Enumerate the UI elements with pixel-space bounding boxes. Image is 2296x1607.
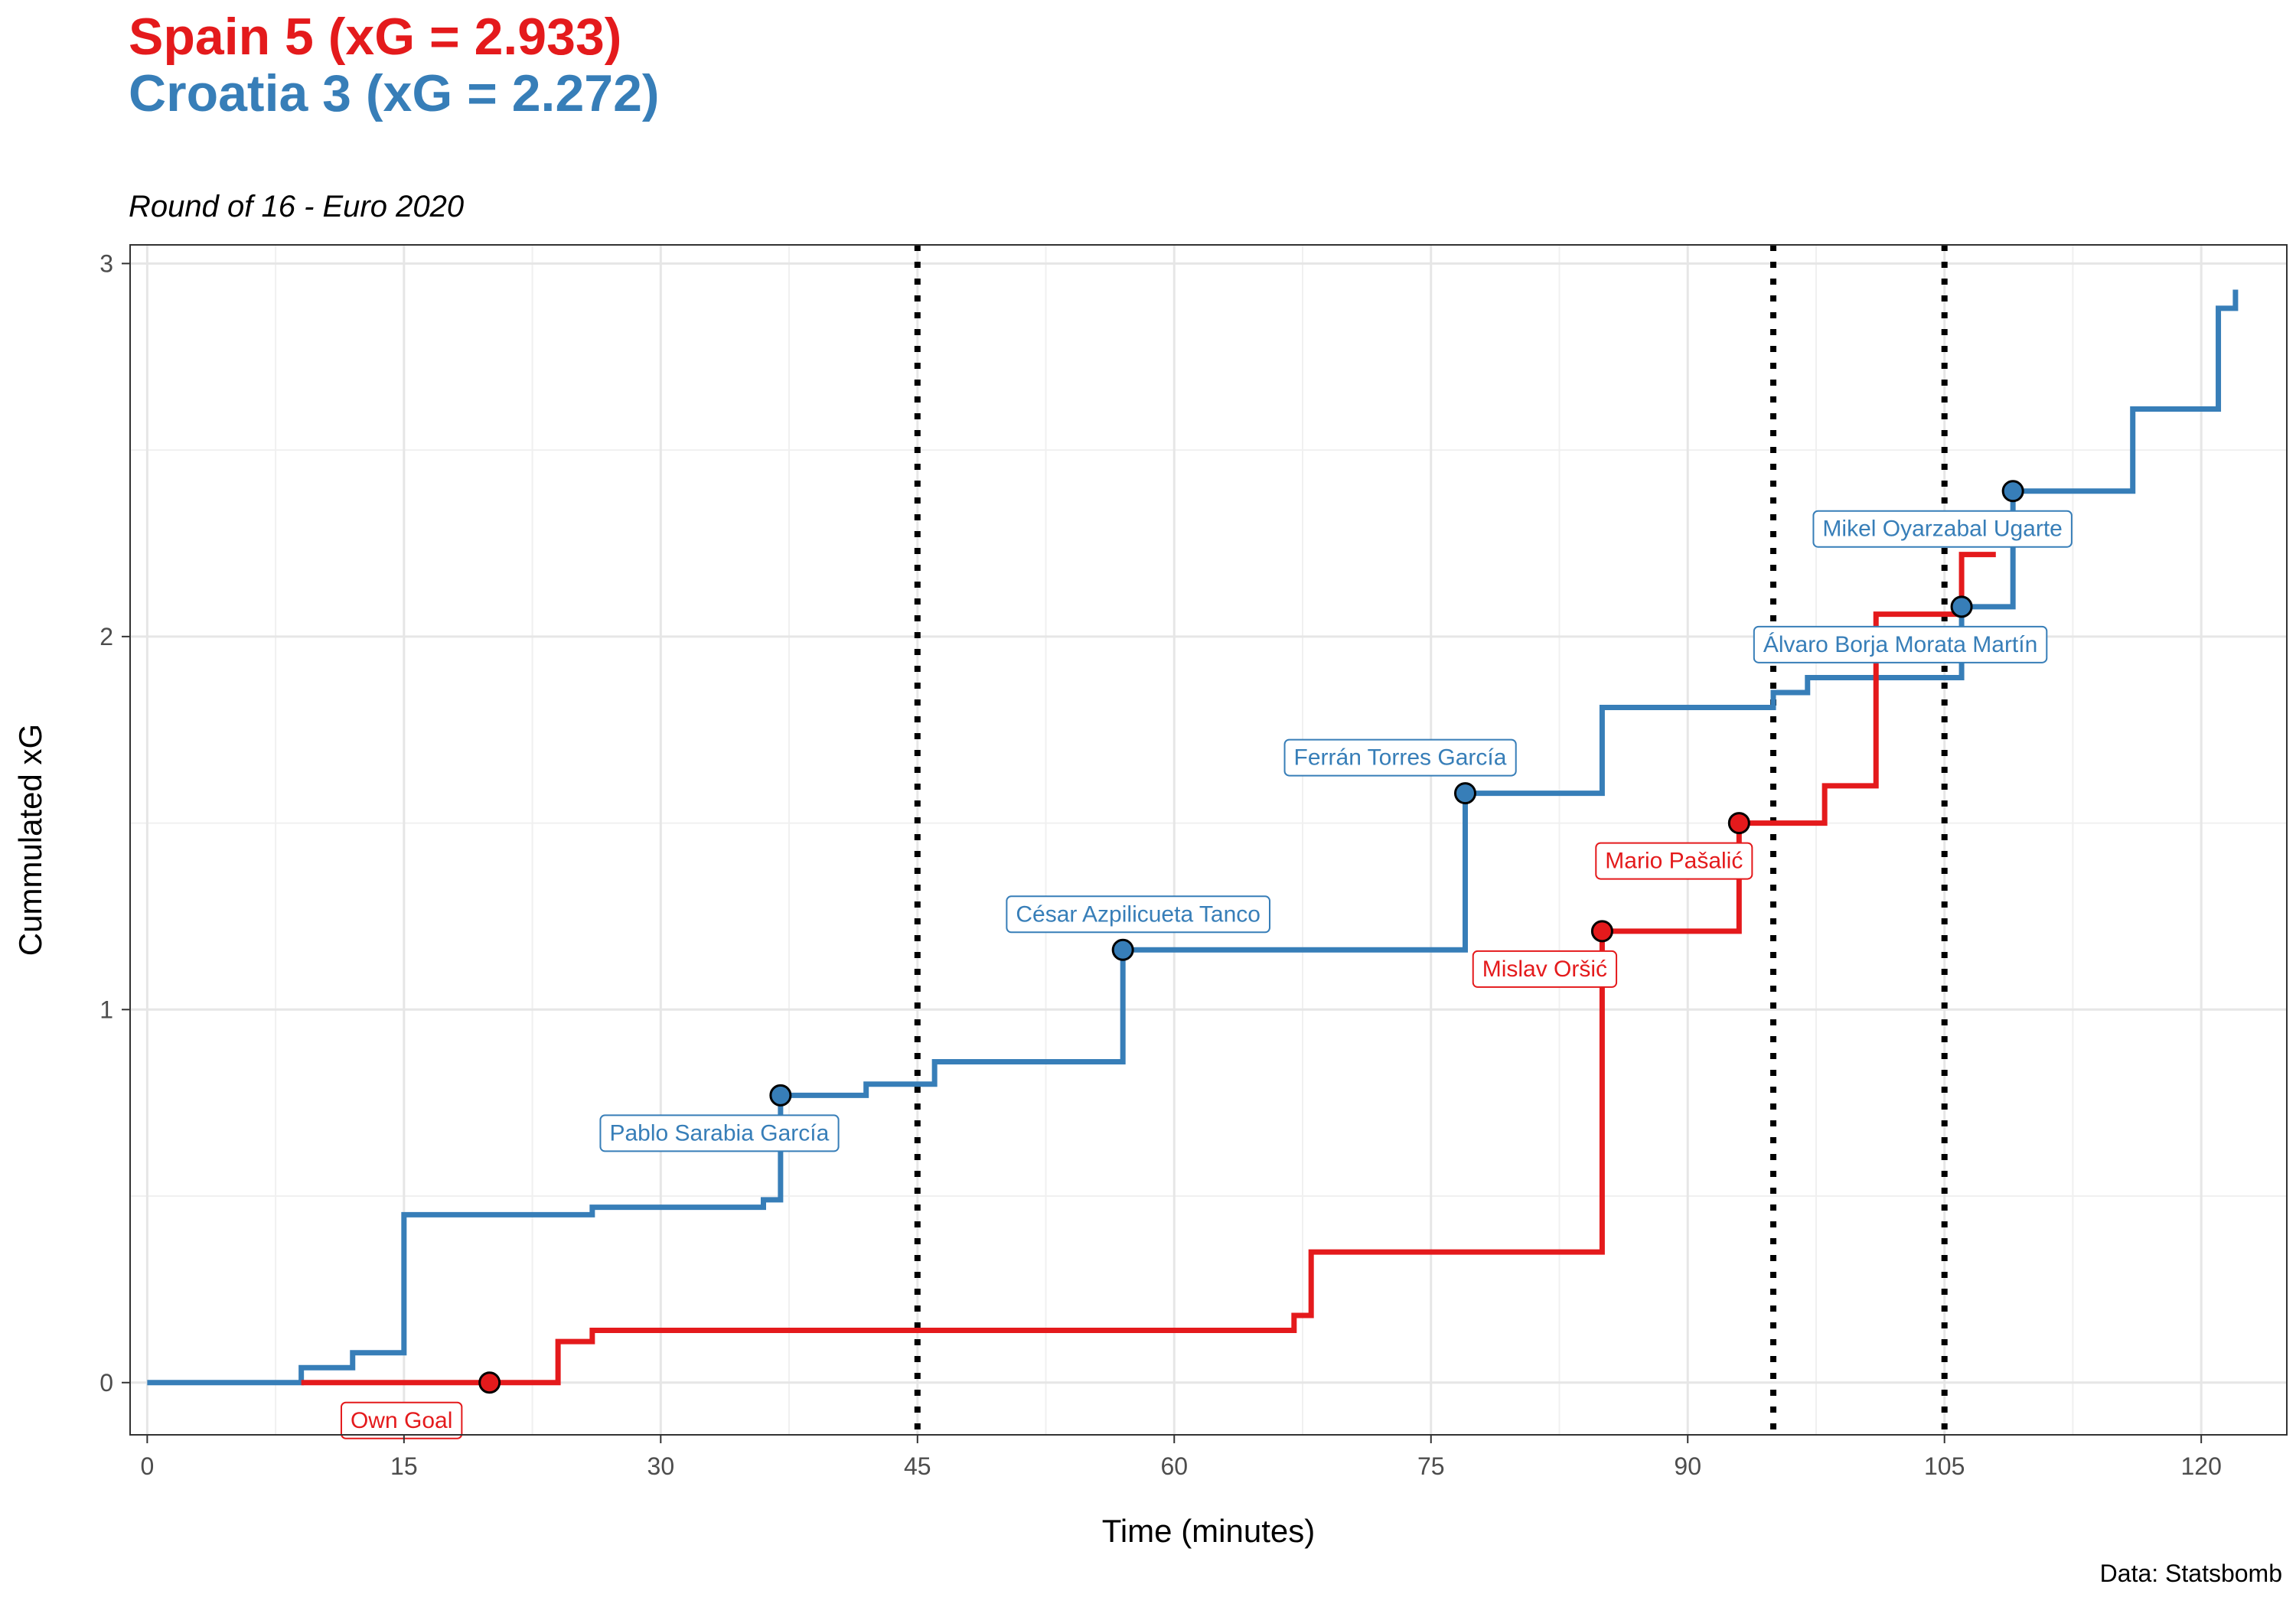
y-tick-label: 1 bbox=[99, 996, 113, 1023]
y-tick-label: 0 bbox=[99, 1369, 113, 1397]
x-tick-label: 105 bbox=[1924, 1452, 1965, 1480]
x-axis-title: Time (minutes) bbox=[1102, 1513, 1315, 1549]
goal-label: César Azpilicueta Tanco bbox=[1006, 895, 1270, 934]
goal-point bbox=[1727, 812, 1750, 835]
goal-label-box bbox=[1595, 842, 1753, 880]
goal-label-text: Mislav Oršić bbox=[1482, 957, 1607, 982]
goal-label: Ferrán Torres García bbox=[1283, 738, 1517, 777]
goal-label-box bbox=[599, 1114, 840, 1152]
goal-labels: Own Goal Pablo Sarabia García César Azpili… bbox=[340, 510, 2073, 1439]
goal-point bbox=[2001, 480, 2024, 503]
x-tick-label: 120 bbox=[2180, 1452, 2221, 1480]
goal-point bbox=[478, 1371, 501, 1394]
series-line-croatia bbox=[147, 289, 2239, 1386]
goal-label: Mislav Oršić bbox=[1472, 950, 1618, 988]
chart-title-spain: Spain 5 (xG = 2.933) bbox=[129, 8, 622, 66]
period-lines bbox=[914, 245, 1948, 1435]
goal-label-text: Pablo Sarabia García bbox=[609, 1120, 829, 1146]
x-tick-label: 60 bbox=[1160, 1452, 1188, 1480]
chart-subtitle: Round of 16 - Euro 2020 bbox=[129, 190, 465, 223]
x-tick-label: 15 bbox=[390, 1452, 418, 1480]
goal-label-box bbox=[340, 1401, 463, 1439]
goal-label-text: Álvaro Borja Morata Martín bbox=[1763, 632, 2037, 657]
goal-label-text: César Azpilicueta Tanco bbox=[1016, 901, 1261, 927]
goal-label-text: Mikel Oyarzabal Ugarte bbox=[1822, 517, 2062, 542]
axes: 0 15 30 45 60 75 90 105 120 0 1 2 3 bbox=[99, 249, 2222, 1480]
goal-label-text: Mario Pašalić bbox=[1605, 849, 1743, 874]
goal-label-box bbox=[1472, 950, 1618, 988]
goal-label-box bbox=[1283, 738, 1517, 777]
goal-point bbox=[1111, 938, 1134, 961]
x-tick-label: 90 bbox=[1674, 1452, 1701, 1480]
goal-point bbox=[1590, 920, 1613, 943]
x-tick-label: 0 bbox=[140, 1452, 154, 1480]
x-tick-label: 75 bbox=[1417, 1452, 1445, 1480]
goal-point bbox=[1453, 782, 1476, 805]
series-lines bbox=[147, 289, 2239, 1386]
goal-point bbox=[1950, 595, 1973, 618]
goal-label: Mikel Oyarzabal Ugarte bbox=[1812, 510, 2073, 548]
goal-label-box bbox=[1753, 625, 2048, 663]
goal-label-text: Own Goal bbox=[351, 1408, 452, 1433]
grid-lines bbox=[130, 245, 2287, 1435]
goal-label-text: Ferrán Torres García bbox=[1294, 745, 1507, 771]
plot-panel-border bbox=[129, 244, 2288, 1436]
y-tick-label: 3 bbox=[99, 249, 113, 277]
goal-label-box bbox=[1006, 895, 1270, 934]
goal-points bbox=[478, 480, 2024, 1394]
x-tick-label: 45 bbox=[904, 1452, 931, 1480]
goal-point bbox=[769, 1084, 792, 1107]
y-axis-title: Cummulated xG bbox=[12, 724, 48, 956]
goal-label: Mario Pašalić bbox=[1595, 842, 1753, 880]
goal-label: Own Goal bbox=[340, 1401, 463, 1439]
goal-label-box bbox=[1812, 510, 2073, 548]
chart-caption: Data: Statsbomb bbox=[2099, 1560, 2282, 1587]
chart-title-croatia: Croatia 3 (xG = 2.272) bbox=[129, 64, 660, 122]
y-tick-label: 2 bbox=[99, 623, 113, 650]
goal-label: Álvaro Borja Morata Martín bbox=[1753, 625, 2048, 663]
x-tick-label: 30 bbox=[647, 1452, 675, 1480]
goal-label: Pablo Sarabia García bbox=[599, 1114, 840, 1152]
series-line-spain bbox=[301, 552, 1996, 1386]
